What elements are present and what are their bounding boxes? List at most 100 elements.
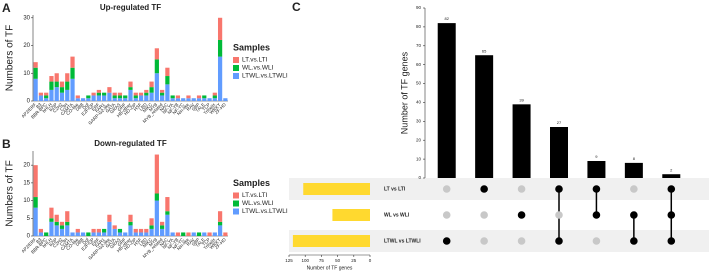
- bar-segment: [54, 221, 59, 226]
- bar-segment: [70, 78, 75, 101]
- membership-dot: [517, 211, 526, 219]
- bar-segment: [165, 76, 170, 85]
- bar-segment: [175, 98, 181, 101]
- legend-swatch: [233, 208, 239, 215]
- membership-dot: [480, 237, 488, 245]
- x-tick-label: MYB: [148, 102, 158, 112]
- bar-segment: [217, 221, 223, 226]
- y-tick-label: 90: [416, 5, 422, 10]
- bar-segment: [133, 232, 138, 236]
- bar-segment: [144, 92, 149, 96]
- chart-title: Down-regulated TF: [94, 139, 167, 148]
- bar-segment: [207, 232, 212, 236]
- x-tick-label: ERF: [91, 237, 101, 247]
- bar-segment: [91, 95, 96, 101]
- legend-swatch: [233, 192, 239, 199]
- bar-segment: [102, 92, 107, 96]
- x-tick-label: DBB: [75, 102, 85, 112]
- bar: [437, 23, 456, 178]
- bar-segment: [133, 95, 138, 99]
- bar-segment: [186, 232, 191, 236]
- bar-segment: [75, 98, 80, 101]
- x-tick-label: TALE: [195, 237, 206, 248]
- x-tick-label: bZIP: [48, 102, 58, 112]
- x-tick-label: GRF: [117, 102, 127, 112]
- set-label: WL vs WLI: [384, 212, 410, 218]
- bar-segment: [107, 221, 112, 236]
- bar-segment: [117, 98, 123, 101]
- bar-segment: [160, 95, 165, 101]
- bar-segment: [112, 228, 117, 236]
- bar-segment: [217, 39, 223, 57]
- x-tick-label: SBP: [191, 102, 201, 112]
- legend-label: LT.vs.LTI: [242, 57, 268, 64]
- value-label: 27: [557, 120, 562, 125]
- bar-segment: [128, 225, 133, 236]
- bar-segment: [202, 98, 207, 101]
- bar-segment: [70, 56, 75, 68]
- membership-dot: [592, 211, 601, 219]
- bar-segment: [154, 59, 159, 74]
- bar-segment: [217, 225, 223, 236]
- legend-swatch: [233, 73, 239, 79]
- value-label: 8: [633, 156, 636, 161]
- membership-dot: [517, 237, 526, 245]
- bar-segment: [149, 218, 154, 226]
- bar-segment: [75, 95, 80, 99]
- bar-segment: [149, 225, 154, 229]
- x-tick-label: GATA: [105, 102, 117, 114]
- bar-segment: [75, 232, 80, 236]
- bar-segment: [96, 92, 101, 96]
- x-tick-label: TCP: [201, 102, 211, 112]
- bar-segment: [96, 89, 101, 93]
- bar-segment: [59, 87, 65, 93]
- bar-segment: [112, 95, 117, 99]
- y-axis-label: Number of TF genes: [399, 51, 409, 134]
- bar-segment: [160, 228, 165, 236]
- bar-segment: [138, 228, 144, 233]
- bar-segment: [91, 228, 96, 233]
- bar-segment: [96, 228, 101, 233]
- bar-segment: [112, 98, 117, 101]
- x-tick-label: Dof: [81, 236, 90, 245]
- bar-segment: [91, 92, 96, 96]
- bar: [662, 174, 681, 178]
- bar-segment: [70, 232, 75, 236]
- bar-segment: [217, 56, 223, 101]
- membership-dot: [480, 185, 488, 193]
- membership-dot: [555, 185, 563, 193]
- x-tick-label: MYB: [148, 237, 158, 247]
- chart-title: Up-regulated TF: [100, 3, 161, 12]
- bar-segment: [44, 92, 49, 96]
- bar-segment: [165, 67, 170, 77]
- bar-segment: [196, 98, 202, 101]
- bar-segment: [223, 232, 228, 236]
- membership-dot: [442, 237, 451, 245]
- bar: [475, 55, 494, 178]
- x-axis-label: Number of TF genes: [307, 265, 353, 271]
- bar-segment: [44, 98, 49, 101]
- bar: [550, 127, 568, 178]
- x-tick-label: RAV: [185, 237, 195, 247]
- set-label: LT vs LTI: [384, 186, 406, 192]
- bar-segment: [212, 92, 217, 96]
- bar-segment: [128, 87, 133, 90]
- bar-segment: [112, 225, 117, 229]
- x-tick-label: DBB: [75, 237, 85, 247]
- value-label: 2: [670, 167, 673, 172]
- y-tick-label: 15: [23, 180, 30, 186]
- bar-segment: [144, 228, 149, 233]
- panel-label: A: [2, 1, 11, 15]
- bar-segment: [212, 95, 217, 99]
- x-tick-label: ERF: [91, 102, 101, 112]
- bar-segment: [117, 95, 123, 99]
- y-tick-label: 30: [23, 15, 30, 21]
- bar-segment: [117, 92, 123, 96]
- bar-segment: [160, 89, 165, 93]
- bar: [624, 162, 643, 178]
- bar-segment: [54, 87, 59, 101]
- bar-segment: [107, 214, 112, 222]
- bar-segment: [138, 95, 144, 101]
- bar-segment: [65, 81, 70, 90]
